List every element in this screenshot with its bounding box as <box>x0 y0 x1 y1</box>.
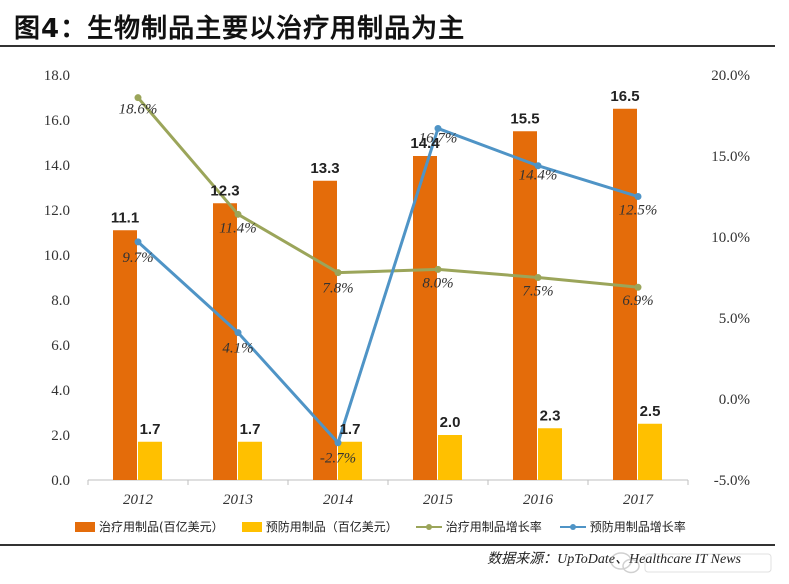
y-right-tick-label: -5.0% <box>714 473 750 489</box>
legend-item-prevention: 预防用制品（百亿美元） <box>241 518 398 535</box>
legend-swatch-prevention-growth <box>559 522 586 532</box>
line-label-prevention-growth: 16.7% <box>419 130 458 146</box>
point-prevention-growth <box>434 124 442 132</box>
line-label-treatment-growth: 6.9% <box>622 293 653 309</box>
point-treatment-growth <box>634 283 642 291</box>
bar-label-treatment: 14.4 <box>410 135 440 152</box>
bar-treatment <box>613 108 637 480</box>
bars <box>113 108 662 480</box>
bar-label-prevention: 1.7 <box>140 421 161 438</box>
line-label-treatment-growth: 18.6% <box>119 102 158 118</box>
x-tick-label: 2015 <box>423 492 454 508</box>
legend-swatch-treatment <box>75 521 95 532</box>
y-left-tick-label: 18.0 <box>44 68 70 84</box>
legend-swatch-treatment-growth <box>415 522 442 532</box>
bar-label-treatment: 13.3 <box>310 160 339 177</box>
x-tick-label: 2017 <box>623 492 655 508</box>
point-prevention-growth <box>634 193 642 200</box>
y-right-tick-label: 0.0% <box>719 392 750 408</box>
y-left-tick-label: 2.0 <box>51 428 70 444</box>
x-tick-label: 2014 <box>323 492 354 508</box>
title-rule <box>0 45 775 47</box>
data-labels: 11.1 12.3 13.3 14.4 15.5 16.5 1.7 1.7 1.7 2.0 2.3 2… <box>111 88 661 467</box>
line-label-prevention-growth: -2.7% <box>320 451 356 467</box>
line-treatment-growth <box>136 96 639 289</box>
y-left-tick-label: 4.0 <box>51 383 70 399</box>
y-right-tick-label: 15.0% <box>711 149 750 165</box>
point-prevention-growth <box>234 329 242 337</box>
bar-label-treatment: 15.5 <box>510 110 539 127</box>
bar-label-prevention: 1.7 <box>340 421 361 438</box>
point-prevention-growth <box>334 439 342 447</box>
point-treatment-growth <box>334 269 342 277</box>
bar-prevention <box>438 435 462 480</box>
point-prevention-growth <box>534 162 542 170</box>
legend-item-prevention-growth: 预防用制品增长率 <box>559 518 686 535</box>
bar-label-treatment: 16.5 <box>610 88 639 105</box>
line-label-treatment-growth: 8.0% <box>422 275 453 291</box>
legend-label-prevention: 预防用制品（百亿美元） <box>265 520 398 534</box>
x-tick-label: 2012 <box>123 492 154 508</box>
legend-label-prevention-growth: 预防用制品增长率 <box>589 520 686 534</box>
bar-prevention <box>238 441 262 480</box>
line-label-prevention-growth: 12.5% <box>619 203 658 219</box>
bar-prevention <box>638 423 662 480</box>
y-left-tick-label: 16.0 <box>44 113 70 129</box>
x-tick-label: 2013 <box>223 492 253 508</box>
growth-lines <box>134 94 642 447</box>
y-left-tick-label: 14.0 <box>44 158 70 174</box>
bar-label-prevention: 2.0 <box>440 414 461 431</box>
point-prevention-growth <box>134 238 142 246</box>
y-left-tick-label: 8.0 <box>51 293 70 309</box>
point-treatment-growth <box>434 265 442 273</box>
line-prevention-growth <box>136 126 639 445</box>
bar-prevention <box>338 441 362 480</box>
bar-prevention <box>538 428 562 480</box>
x-tick-label: 2016 <box>523 492 554 508</box>
bar-label-prevention: 1.7 <box>240 421 261 438</box>
legend-item-treatment: 治疗用制品(百亿美元） <box>75 518 224 535</box>
footer-rule <box>0 544 775 546</box>
chart: 2012 2013 2014 2015 2016 2017 0.0 2.0 4.0 6.0 8.0 1… <box>44 68 750 508</box>
bar-label-prevention: 2.3 <box>540 407 561 424</box>
bar-treatment <box>413 156 437 480</box>
legend-swatch-prevention <box>241 521 262 532</box>
legend-item-treatment-growth: 治疗用制品增长率 <box>415 518 542 535</box>
bar-label-prevention: 2.5 <box>640 403 661 420</box>
line-label-prevention-growth: 4.1% <box>222 341 253 357</box>
figure-title: 图4：生物制品主要以治疗用制品为主 <box>14 14 466 44</box>
y-right-tick-label: 5.0% <box>719 311 750 327</box>
y-right-tick-label: 20.0% <box>711 68 750 84</box>
line-label-prevention-growth: 14.4% <box>519 168 558 184</box>
line-label-treatment-growth: 11.4% <box>219 220 257 236</box>
wechat-watermark-icon <box>610 552 772 574</box>
bar-treatment <box>313 180 337 480</box>
bar-treatment <box>113 230 137 480</box>
y-left-tick-label: 12.0 <box>44 203 70 219</box>
legend-label-treatment-growth: 治疗用制品增长率 <box>445 520 542 534</box>
y-left-tick-label: 6.0 <box>51 338 70 354</box>
bar-label-treatment: 11.1 <box>111 209 139 226</box>
line-label-treatment-growth: 7.8% <box>322 281 353 297</box>
line-label-treatment-growth: 7.5% <box>522 284 553 300</box>
bar-treatment <box>513 131 537 480</box>
y-left-tick-label: 10.0 <box>44 248 70 264</box>
axes: 2012 2013 2014 2015 2016 2017 0.0 2.0 4.0 6.0 8.0 1… <box>44 68 750 508</box>
point-treatment-growth <box>534 274 542 281</box>
bar-label-treatment: 12.3 <box>210 182 239 199</box>
source-note: 数据来源：UpToDate、Healthcare IT News <box>487 552 741 567</box>
y-left-tick-label: 0.0 <box>51 473 70 489</box>
bar-prevention <box>138 441 162 480</box>
point-treatment-growth <box>234 210 242 218</box>
bar-treatment <box>213 203 237 480</box>
legend: 治疗用制品(百亿美元） 预防用制品（百亿美元） 治疗用制品增长率 预防用制品增长… <box>75 518 686 535</box>
legend-label-treatment: 治疗用制品(百亿美元） <box>99 520 224 534</box>
line-label-prevention-growth: 9.7% <box>122 250 153 266</box>
y-right-tick-label: 10.0% <box>711 230 750 246</box>
point-treatment-growth <box>134 94 142 102</box>
